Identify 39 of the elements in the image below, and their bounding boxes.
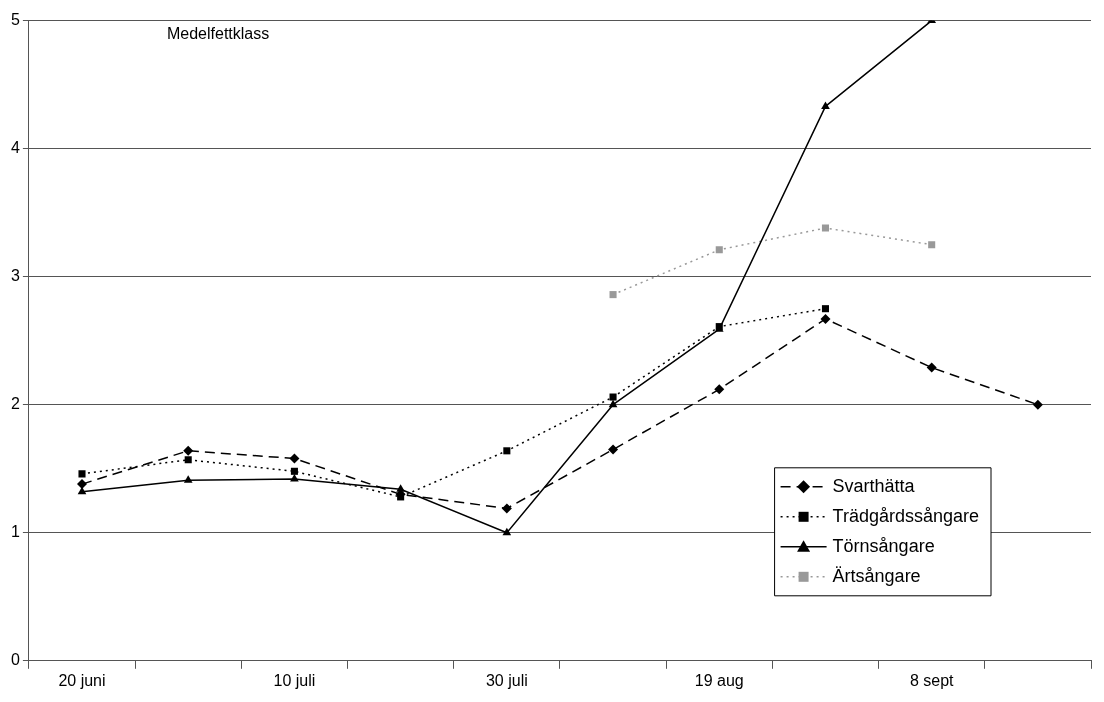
x-tick-label: 30 juli bbox=[485, 671, 528, 689]
x-tick-label: 19 aug bbox=[694, 671, 744, 689]
point bbox=[821, 305, 830, 313]
point bbox=[608, 444, 619, 455]
y-tick-label: 1 bbox=[10, 523, 20, 541]
point bbox=[183, 475, 193, 483]
legend-label: Trädgårdssångare bbox=[832, 505, 979, 526]
point bbox=[78, 470, 86, 478]
legend-label: Svarthätta bbox=[832, 475, 916, 496]
point bbox=[503, 447, 511, 455]
point bbox=[1032, 399, 1043, 410]
point bbox=[609, 393, 617, 401]
point bbox=[821, 101, 830, 109]
y-tick-label: 4 bbox=[10, 139, 20, 157]
annotation: Medelfettklass bbox=[166, 25, 270, 43]
x-tick-label: 20 juni bbox=[58, 671, 106, 689]
point bbox=[183, 445, 194, 456]
point bbox=[289, 453, 300, 464]
point bbox=[609, 291, 617, 299]
point bbox=[608, 399, 618, 408]
x-tick-label: 10 juli bbox=[273, 671, 316, 689]
point bbox=[926, 362, 937, 373]
point bbox=[184, 456, 192, 464]
point bbox=[501, 503, 512, 514]
x-tick-label: 8 sept bbox=[909, 671, 955, 689]
legend-label: Ärtsångare bbox=[832, 565, 921, 586]
y-tick-label: 2 bbox=[10, 395, 20, 413]
point bbox=[821, 224, 830, 232]
point bbox=[290, 467, 298, 475]
point bbox=[928, 241, 936, 249]
point bbox=[502, 527, 512, 536]
point bbox=[820, 313, 831, 324]
point bbox=[714, 384, 725, 395]
point bbox=[715, 246, 723, 254]
y-tick-label: 0 bbox=[10, 651, 20, 669]
point bbox=[77, 479, 87, 490]
y-tick-label: 5 bbox=[10, 11, 20, 29]
y-tick-label: 3 bbox=[10, 267, 20, 285]
legend-label: Törnsångare bbox=[832, 535, 935, 556]
